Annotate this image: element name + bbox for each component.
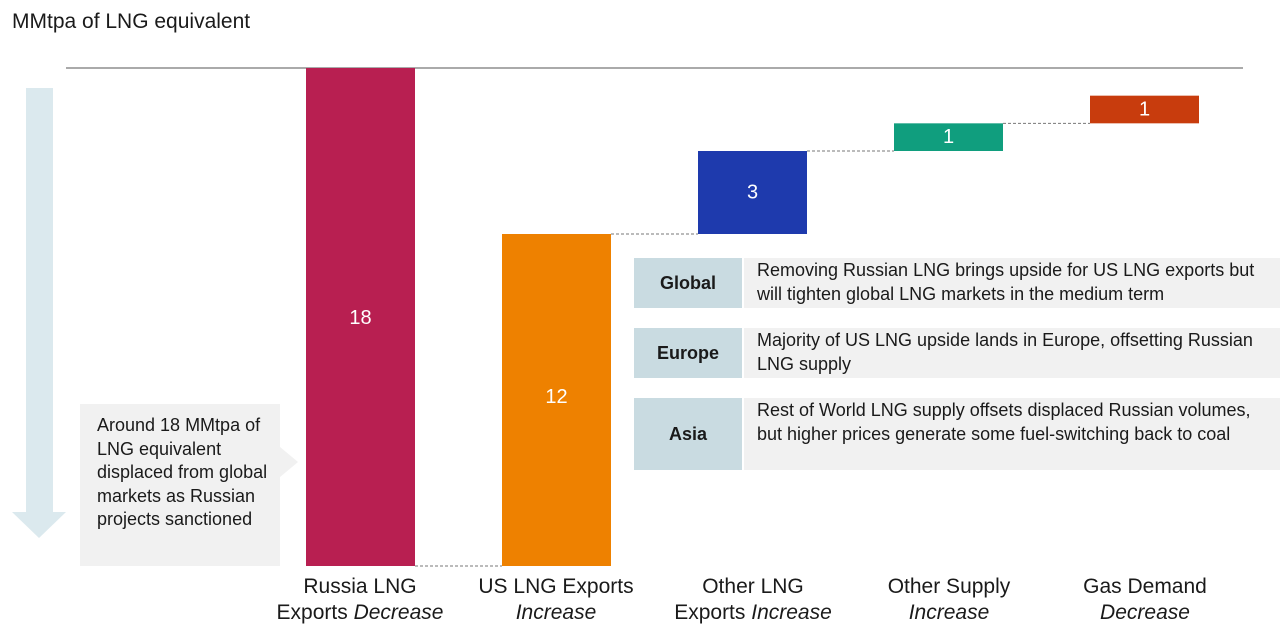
region-text-global: Removing Russian LNG brings upside for U…	[744, 258, 1280, 308]
callout-box: Around 18 MMtpa of LNG equivalent displa…	[80, 404, 280, 566]
region-text-asia: Rest of World LNG supply offsets displac…	[744, 398, 1280, 470]
bar-other-lng	[698, 151, 807, 234]
region-row-asia: Asia Rest of World LNG supply offsets di…	[634, 398, 1280, 470]
category-label-line1: Other Supply	[887, 575, 1011, 598]
region-row-europe: Europe Majority of US LNG upside lands i…	[634, 328, 1280, 378]
category-label-other-lng: Other LNG Exports Increase	[653, 574, 853, 626]
category-label-line1: Gas Demand	[1083, 575, 1207, 598]
category-label-gas-demand: Gas Demand Decrease	[1045, 574, 1245, 626]
category-label-line1: Russia LNG	[303, 575, 417, 598]
category-label-russia: Russia LNG Exports Decrease	[260, 574, 460, 626]
region-label-global: Global	[634, 258, 742, 308]
region-label-europe: Europe	[634, 328, 742, 378]
y-axis-unit-label: MMtpa of LNG equivalent	[12, 10, 251, 33]
region-label-asia: Asia	[634, 398, 742, 470]
region-text-europe: Majority of US LNG upside lands in Europ…	[744, 328, 1280, 378]
region-row-global: Global Removing Russian LNG brings upsid…	[634, 258, 1280, 308]
value-label-us: 12	[545, 386, 567, 408]
category-label-line1: US LNG Exports	[478, 575, 634, 598]
category-label-line2: Exports	[674, 601, 752, 624]
value-label-russia: 18	[349, 307, 371, 329]
bar-gas-demand	[1090, 95, 1199, 124]
category-label-italic: Decrease	[353, 601, 444, 624]
category-label-italic: Decrease	[1100, 601, 1190, 624]
value-label-gas-demand: 1	[1139, 99, 1150, 121]
category-label-italic: Increase	[515, 601, 597, 624]
category-label-us: US LNG Exports Increase	[456, 574, 656, 626]
value-label-other-lng: 3	[747, 182, 758, 204]
category-label-italic: Increase	[908, 601, 990, 624]
category-label-italic: Increase	[751, 601, 832, 624]
bar-russia	[306, 68, 415, 566]
category-label-line1: Other LNG	[702, 575, 804, 598]
category-label-line2: Exports	[276, 601, 354, 624]
callout-pointer	[280, 447, 298, 477]
callout-text: Around 18 MMtpa of LNG equivalent displa…	[97, 415, 268, 529]
bar-us	[502, 234, 611, 566]
bar-other-supply	[894, 123, 1003, 151]
category-label-other-supply: Other Supply Increase	[849, 574, 1049, 626]
value-label-other-supply: 1	[943, 126, 954, 148]
downward-arrow-head	[12, 512, 66, 538]
downward-arrow-shaft	[26, 88, 53, 513]
